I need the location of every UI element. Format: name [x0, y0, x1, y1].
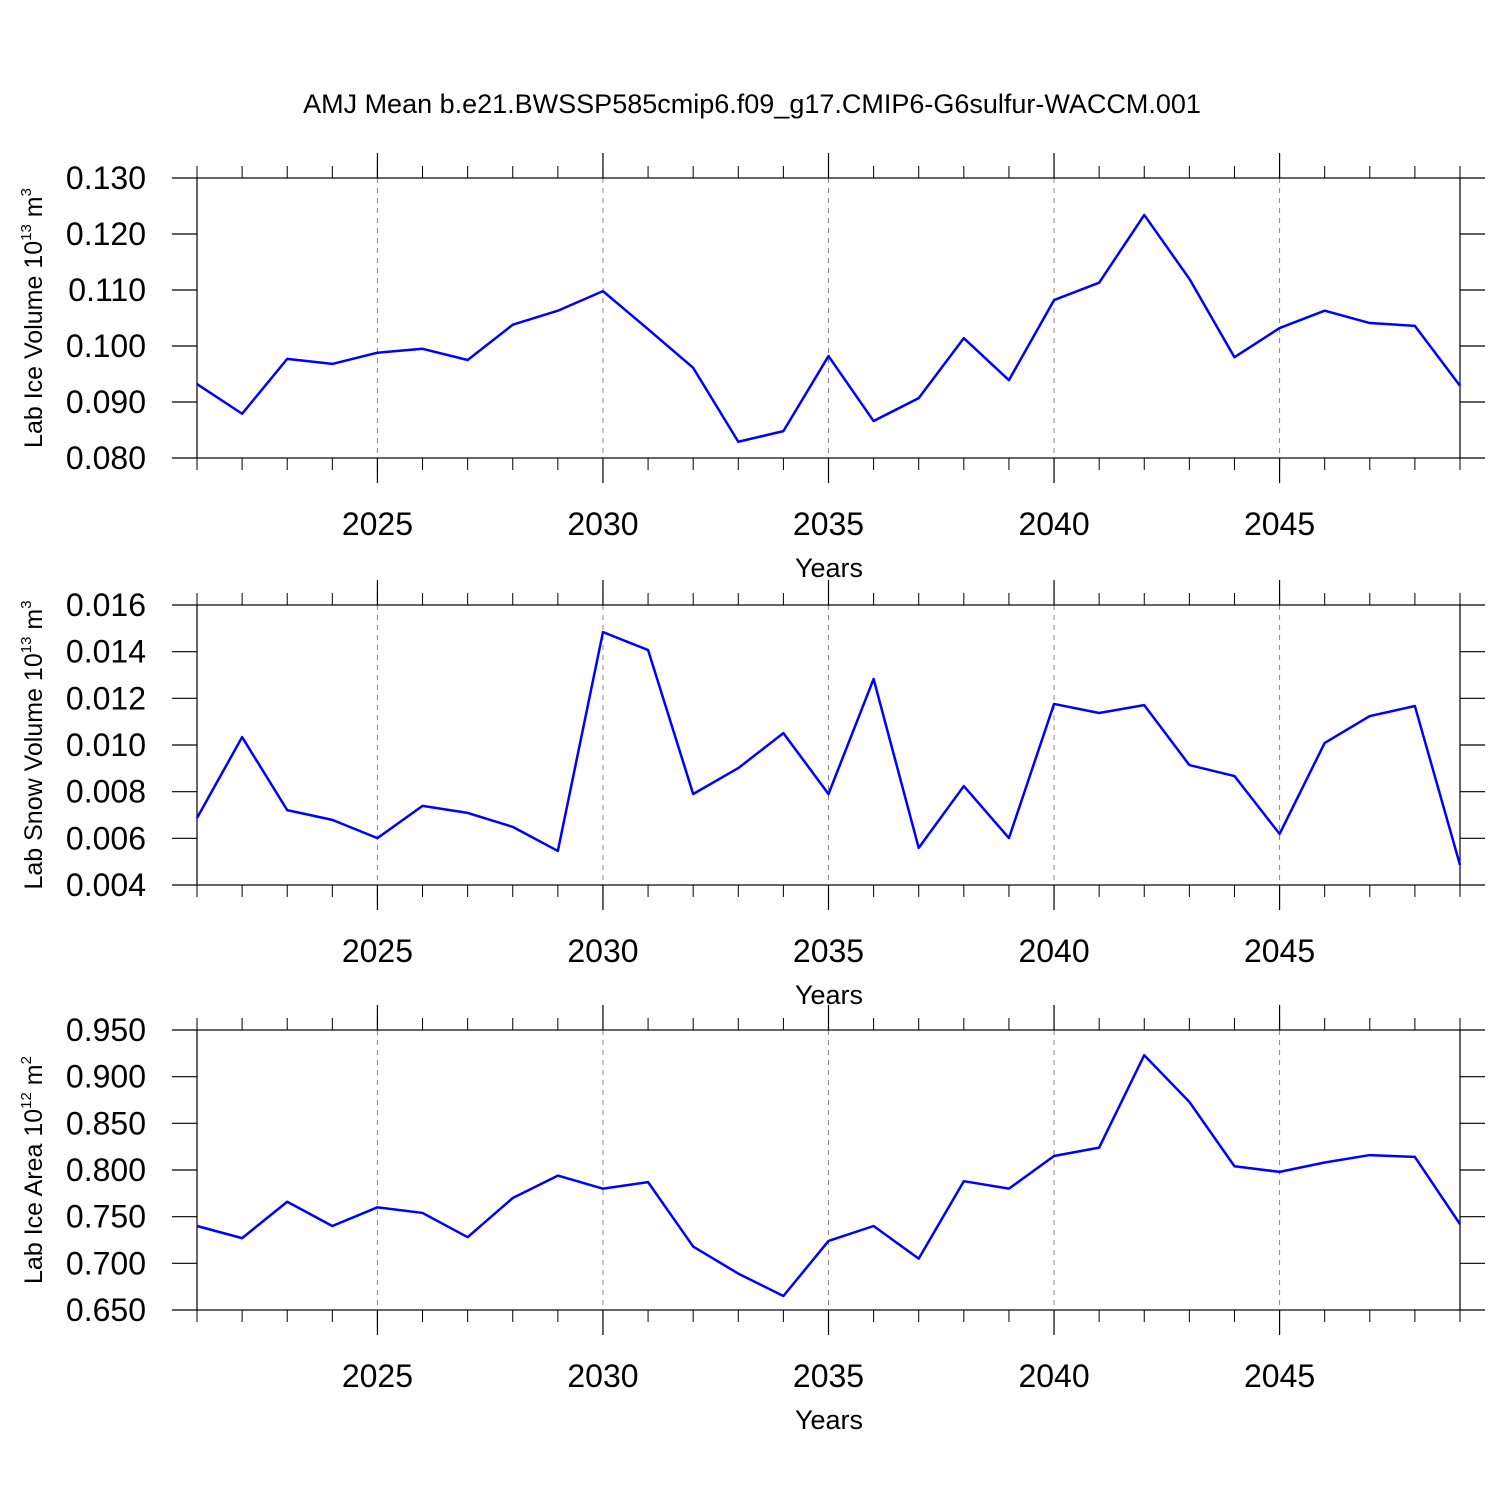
x-axis-title: Years	[795, 1405, 863, 1435]
y-axis-title-exp: 13	[18, 637, 35, 654]
y-tick-label: 0.006	[66, 820, 146, 856]
y-tick-label: 0.100	[66, 328, 146, 364]
y-tick-label: 0.012	[66, 680, 146, 716]
y-tick-label: 0.750	[66, 1199, 146, 1235]
y-tick-label: 0.010	[66, 727, 146, 763]
y-tick-label: 0.080	[66, 440, 146, 476]
y-tick-label: 0.008	[66, 774, 146, 810]
x-tick-label: 2040	[1018, 506, 1089, 542]
x-tick-label: 2030	[567, 506, 638, 542]
y-tick-label: 0.850	[66, 1105, 146, 1141]
y-axis-title-unit: m	[20, 1064, 48, 1092]
x-tick-label: 2035	[793, 933, 864, 969]
y-tick-label: 0.650	[66, 1292, 146, 1328]
y-axis-title: Lab Ice Area 1012 m2	[18, 1056, 48, 1284]
y-tick-label: 0.120	[66, 216, 146, 252]
data-line	[195, 630, 1462, 866]
y-axis-title-text: Lab Ice Area 10	[20, 1109, 48, 1284]
x-tick-label: 2035	[793, 506, 864, 542]
y-axis-title-exp: 2	[18, 1056, 35, 1064]
y-axis-title: Lab Snow Volume 1013 m3	[18, 600, 48, 889]
y-tick-label: 0.014	[66, 634, 146, 670]
y-tick-label: 0.090	[66, 384, 146, 420]
x-tick-label: 2030	[567, 933, 638, 969]
y-axis-title-text: Lab Snow Volume 10	[20, 653, 48, 889]
y-axis-title-exp: 3	[18, 600, 35, 608]
y-axis-title-exp: 3	[18, 188, 35, 196]
figure-title: AMJ Mean b.e21.BWSSP585cmip6.f09_g17.CMI…	[303, 89, 1201, 119]
data-line	[196, 213, 1461, 444]
y-tick-label: 0.016	[66, 587, 146, 623]
y-tick-label: 0.004	[66, 867, 146, 903]
y-axis-title-text: Lab Ice Volume 10	[20, 241, 48, 448]
y-tick-label: 0.800	[66, 1152, 146, 1188]
y-axis-title-exp: 13	[18, 224, 35, 241]
x-tick-label: 2040	[1018, 1358, 1089, 1394]
x-axis-title: Years	[795, 553, 863, 583]
y-tick-label: 0.110	[68, 272, 146, 308]
x-tick-label: 2025	[342, 506, 413, 542]
x-tick-label: 2030	[567, 1358, 638, 1394]
x-tick-label: 2025	[342, 1358, 413, 1394]
x-tick-label: 2040	[1018, 933, 1089, 969]
y-tick-label: 0.900	[66, 1059, 146, 1095]
x-tick-label: 2045	[1244, 1358, 1315, 1394]
y-tick-label: 0.950	[66, 1012, 146, 1048]
x-tick-label: 2035	[793, 1358, 864, 1394]
y-tick-label: 0.130	[66, 160, 146, 196]
y-axis-title-unit: m	[20, 609, 48, 637]
y-axis-title-unit: m	[20, 196, 48, 224]
y-axis-title-exp: 12	[18, 1092, 35, 1109]
y-axis-title: Lab Ice Volume 1013 m3	[18, 188, 48, 448]
y-tick-label: 0.700	[66, 1245, 146, 1281]
x-tick-label: 2045	[1244, 506, 1315, 542]
x-tick-label: 2045	[1244, 933, 1315, 969]
x-tick-label: 2025	[342, 933, 413, 969]
data-line	[196, 1053, 1462, 1298]
